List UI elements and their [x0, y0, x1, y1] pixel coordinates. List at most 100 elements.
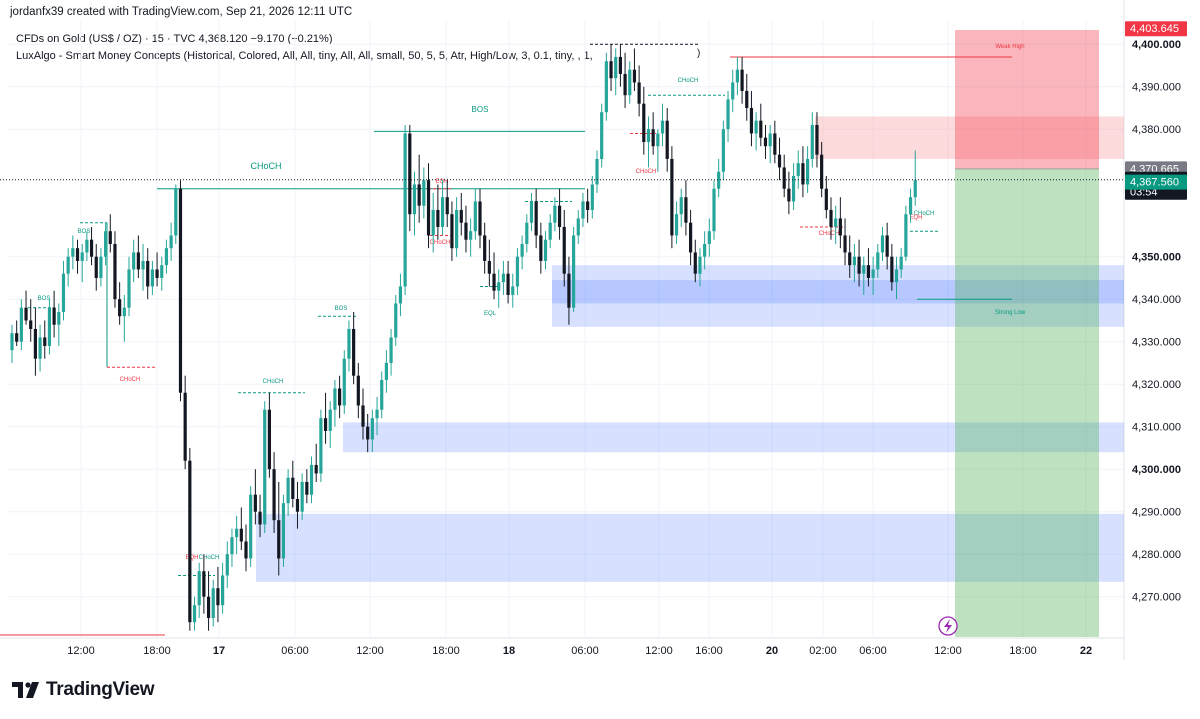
countdown-text: 03:54 — [1130, 187, 1158, 199]
bear-candle — [366, 426, 370, 440]
bear-candle — [562, 226, 566, 274]
bear-candle — [52, 307, 56, 325]
structure-label: CHoCH — [636, 169, 657, 175]
structure-label: CHoCH — [199, 555, 220, 561]
bull-candle — [309, 464, 314, 495]
bull-candle — [164, 248, 169, 266]
bull-candle — [712, 188, 716, 232]
structure-label: CHoCH — [250, 161, 281, 171]
bear-candle — [33, 328, 37, 359]
bear-candle — [291, 477, 295, 499]
bull-candle — [656, 133, 660, 147]
bear-candle — [75, 248, 80, 261]
bull-candle — [908, 197, 913, 215]
bear-candle — [113, 243, 117, 300]
bear-candle — [361, 405, 365, 427]
bull-candle — [515, 256, 520, 287]
time-tick-label: 06:00 — [281, 645, 309, 657]
time-tick-label: 12:00 — [356, 645, 384, 657]
bull-candle — [469, 231, 473, 240]
bull-candle — [717, 171, 721, 189]
bull-candle — [347, 328, 351, 359]
bear-candle — [684, 197, 688, 223]
price-label-text: 4,367.560 — [1130, 177, 1179, 189]
bear-candle — [216, 588, 220, 606]
bull-candle — [225, 554, 229, 576]
symbol-legend-line[interactable]: CFDs on Gold (US$ / OZ) · 15 · TVC 4,368… — [16, 33, 333, 45]
bear-candle — [759, 120, 763, 138]
bear-candle — [483, 235, 487, 261]
bear-candle — [408, 133, 412, 215]
bull-candle — [249, 494, 253, 559]
bull-candle — [150, 269, 154, 287]
time-tick-label: 22 — [1080, 645, 1092, 657]
bear-candle — [787, 188, 791, 202]
bull-candle — [497, 282, 501, 291]
bull-candle — [913, 180, 917, 198]
bull-candle — [57, 311, 61, 325]
bull-candle — [791, 175, 796, 202]
bear-candle — [29, 320, 33, 329]
bear-candle — [632, 69, 637, 83]
bull-candle — [235, 528, 239, 538]
bull-candle — [894, 269, 899, 283]
bear-candle — [464, 222, 468, 240]
position-stop-zone — [955, 168, 1099, 637]
bear-candle — [183, 392, 187, 461]
tradingview-logo[interactable]: TradingView — [12, 679, 155, 701]
bear-candle — [763, 137, 768, 147]
bull-candle — [731, 82, 735, 100]
structure-label: BOS — [472, 105, 489, 114]
bear-candle — [305, 481, 309, 495]
bull-candle — [104, 231, 108, 257]
bear-candle — [740, 69, 744, 91]
bear-candle — [487, 260, 491, 274]
bear-candle — [890, 256, 894, 283]
time-tick-label: 18:00 — [1009, 645, 1037, 657]
price-tick-label: 4,320.000 — [1132, 379, 1181, 391]
bull-candle — [548, 222, 552, 240]
bull-candle — [412, 184, 417, 215]
tradingview-wordmark: TradingView — [46, 679, 155, 700]
time-tick-label: 16:00 — [695, 645, 723, 657]
time-tick-label: 20 — [766, 645, 778, 657]
bear-candle — [838, 218, 842, 236]
bear-candle — [253, 494, 257, 512]
time-tick-label: 12:00 — [934, 645, 962, 657]
bull-candle — [71, 248, 75, 257]
bull-candle — [132, 252, 136, 270]
bear-candle — [637, 82, 641, 104]
bear-candle — [642, 103, 646, 142]
bull-candle — [375, 409, 379, 419]
bear-candle — [567, 273, 571, 308]
bear-candle — [534, 201, 538, 236]
chart-legend: CFDs on Gold (US$ / OZ) · 15 · TVC 4,368… — [16, 31, 593, 65]
price-tick-label: 4,380.000 — [1132, 124, 1181, 136]
time-tick-label: 06:00 — [859, 645, 887, 657]
time-tick-label: 18:00 — [143, 645, 171, 657]
bull-candle — [674, 214, 679, 236]
indicator-legend-line[interactable]: LuxAlgo - Smart Money Concepts (Historic… — [16, 50, 593, 62]
bull-candle — [61, 273, 66, 312]
bear-candle — [618, 56, 622, 74]
price-axis: 4,400.000 4,390.000 4,380.000 4,350.000 4,34… — [1132, 39, 1181, 604]
bear-candle — [356, 375, 360, 406]
bear-candle — [773, 133, 777, 155]
bull-candle — [319, 418, 323, 474]
bull-candle — [221, 575, 225, 606]
bull-candle — [263, 409, 267, 525]
bull-candle — [169, 235, 173, 249]
bear-candle — [689, 222, 693, 253]
lightning-icon — [938, 616, 958, 636]
bull-candle — [342, 358, 346, 406]
bear-candle — [206, 596, 211, 618]
bull-candle — [85, 239, 89, 253]
demand-zone — [343, 422, 1124, 453]
bear-candle — [450, 214, 454, 249]
price-tick-label: 4,330.000 — [1132, 337, 1181, 349]
bear-candle — [323, 418, 328, 431]
bear-candle — [557, 205, 562, 227]
structure-label: CHoCH — [678, 78, 699, 84]
bear-candle — [445, 197, 449, 215]
